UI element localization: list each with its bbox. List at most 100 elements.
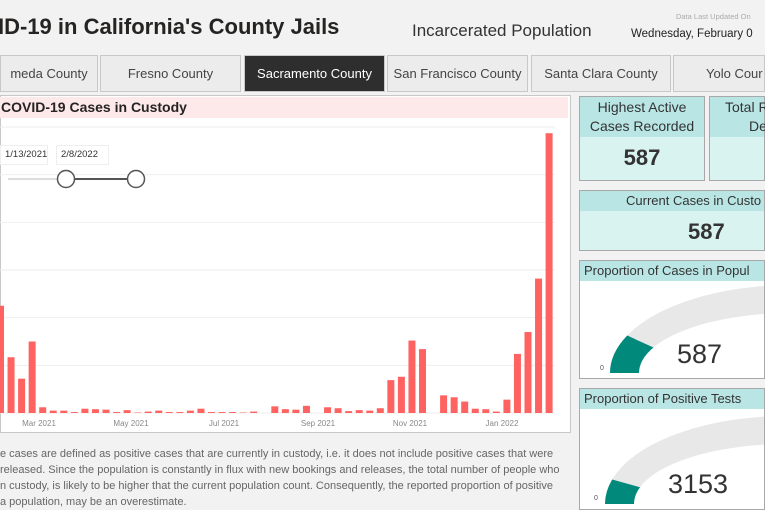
gauge-positive-tests: Proportion of Positive Tests 3153 0: [579, 388, 765, 510]
gauge-arc: [605, 416, 764, 504]
bar: [229, 412, 237, 413]
tab-label: Yolo Cour: [706, 66, 763, 81]
bar: [123, 410, 131, 413]
bar: [302, 405, 310, 413]
bar: [0, 305, 4, 413]
gauge-track: [605, 416, 764, 504]
bar: [281, 409, 289, 413]
bar: [7, 357, 15, 413]
bar: [450, 397, 458, 413]
tab-san-francisco[interactable]: San Francisco County: [387, 55, 528, 92]
bar: [535, 278, 543, 413]
total-card: Total R De: [709, 96, 765, 181]
bar: [387, 380, 395, 413]
x-tick-label: Mar 2021: [22, 419, 56, 428]
bar: [197, 408, 205, 413]
slider-start-handle[interactable]: [56, 169, 76, 189]
bar: [292, 409, 300, 413]
card-value: 587: [623, 145, 661, 170]
highest-cases-card: Highest Active Cases Recorded 587: [579, 96, 705, 181]
x-tick-label: Jul 2021: [209, 419, 240, 428]
card-label: Current Cases in Custo: [580, 191, 764, 211]
gauge-title: Proportion of Positive Tests: [580, 389, 764, 409]
bar: [492, 411, 500, 413]
gauge-fill: [605, 479, 641, 504]
footnote-line: released. Since the population is consta…: [0, 464, 560, 476]
bar: [461, 401, 469, 413]
current-cases-card: Current Cases in Custo 587: [579, 190, 765, 251]
bar: [28, 341, 36, 413]
tab-yolo[interactable]: Yolo Cour: [673, 55, 765, 92]
card-label: Total R: [725, 99, 765, 115]
bar: [102, 409, 110, 413]
updated-date: Wednesday, February 0: [631, 28, 753, 40]
tab-label: meda County: [10, 66, 88, 81]
bar: [165, 412, 173, 413]
cases-bar-chart: Mar 2021 May 2021 Jul 2021 Sep 2021 Nov 2021…: [0, 126, 555, 428]
page-title: ID-19 in California's County Jails: [0, 14, 340, 39]
bar: [471, 408, 479, 413]
bar: [397, 376, 405, 413]
bar: [208, 412, 215, 413]
chart-title: COVID-19 Cases in Custody: [0, 97, 568, 118]
slider-end-handle[interactable]: [126, 169, 146, 189]
footnote: e cases are defined as positive cases th…: [0, 446, 570, 510]
footnote-line: n custody, is likely to be higher that t…: [0, 480, 553, 492]
tab-fresno[interactable]: Fresno County: [100, 55, 241, 92]
bar: [18, 378, 26, 413]
bar: [545, 133, 553, 414]
bar: [176, 412, 184, 413]
gauge-arc: [610, 285, 764, 373]
gauge-min: 0: [600, 365, 604, 372]
bar: [419, 349, 426, 413]
gauge-value: 3153: [668, 469, 729, 499]
bar: [60, 410, 68, 413]
bar: [334, 408, 342, 413]
bar: [503, 399, 511, 413]
slicer-start-date[interactable]: 1/13/2021: [0, 145, 48, 165]
x-tick-label: Nov 2021: [393, 419, 428, 428]
tab-sacramento[interactable]: Sacramento County: [244, 55, 385, 92]
gauge-title: Proportion of Cases in Popul: [580, 261, 764, 281]
bar: [524, 331, 532, 413]
bar: [186, 410, 194, 413]
tab-label: San Francisco County: [393, 66, 522, 81]
tab-label: Santa Clara County: [544, 66, 658, 81]
page-subtitle: Incarcerated Population: [412, 21, 592, 40]
card-label: De: [749, 118, 765, 134]
tab-label: Fresno County: [127, 66, 214, 81]
bar: [39, 407, 47, 413]
card-label: Highest Active: [597, 99, 687, 115]
footnote-line: e cases are defined as positive cases th…: [0, 448, 554, 460]
bar: [366, 410, 374, 413]
bar: [271, 406, 279, 413]
tab-label: Sacramento County: [257, 66, 372, 81]
card-label: Cases Recorded: [589, 118, 695, 134]
x-tick-label: Jan 2022: [486, 419, 519, 428]
gauge-cases-in-population: Proportion of Cases in Popul 587 0: [579, 260, 765, 379]
gauge-value: 587: [677, 339, 723, 369]
slicer-end-date[interactable]: 2/8/2022: [56, 145, 109, 165]
bar: [49, 410, 57, 413]
bar: [482, 409, 490, 413]
tab-santa-clara[interactable]: Santa Clara County: [531, 55, 671, 92]
gauge-fill: [610, 335, 654, 373]
card-value: 587: [688, 219, 725, 244]
bar: [355, 410, 363, 413]
bar: [113, 412, 121, 413]
bar: [513, 353, 521, 413]
tab-alameda[interactable]: meda County: [0, 55, 98, 92]
updated-label: Data Last Updated On: [676, 12, 751, 21]
bar: [91, 409, 99, 413]
bar: [408, 340, 416, 413]
bar: [345, 411, 353, 413]
x-tick-label: Sep 2021: [301, 419, 336, 428]
gauge-min: 0: [594, 495, 598, 502]
bar: [81, 408, 89, 413]
bar: [218, 412, 226, 413]
bar: [324, 407, 332, 413]
bar: [70, 412, 78, 413]
bar: [376, 408, 384, 413]
bar: [155, 410, 163, 413]
bar: [144, 411, 152, 413]
